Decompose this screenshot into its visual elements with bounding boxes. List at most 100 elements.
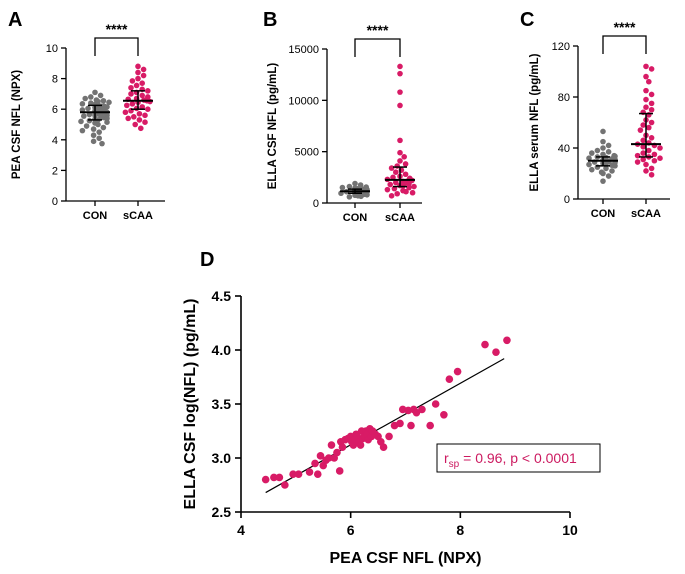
data-point [481,340,489,349]
data-point-scaa [643,87,649,94]
data-point [316,452,325,460]
data-point [261,475,270,484]
data-point-scaa [634,159,641,165]
data-point-scaa [124,102,130,109]
data-point [349,441,358,449]
data-point-scaa [397,70,403,77]
data-point-scaa [643,168,649,174]
data-point-scaa [646,78,652,85]
data-point-scaa [133,82,140,89]
data-point-scaa [648,135,655,141]
regression-line [265,358,505,494]
data-point-scaa [140,72,147,79]
data-point [431,400,440,408]
data-point-scaa [135,69,141,76]
data-point [412,408,421,417]
data-point-scaa [135,75,141,82]
data-point-con [600,178,606,184]
data-point-con [339,184,346,191]
data-point-scaa [651,157,658,164]
data-point [453,367,462,376]
data-point-con [81,113,87,119]
data-point-scaa [390,174,396,181]
data-point [294,470,303,479]
data-point-scaa [643,63,649,70]
data-point-scaa [646,147,652,154]
data-point-scaa [145,106,151,112]
data-point-con [589,150,595,156]
significance-bracket [354,38,401,57]
data-point [426,421,434,430]
data-point-scaa [393,179,399,186]
data-point-con [600,128,606,135]
data-point [311,459,319,468]
data-point-scaa [640,137,646,144]
data-point-scaa [397,89,403,95]
panel-label-b: B [263,9,277,31]
y-tick-label: 5000 [295,147,319,159]
data-point [356,441,365,449]
data-point-scaa [402,171,409,178]
data-point-scaa [128,91,134,97]
data-point [324,454,333,462]
data-point-scaa [131,114,137,120]
data-point-con [88,94,94,100]
y-axis-title: ELLA CSF NFL (pg/mL) [267,63,279,190]
data-point-con [86,117,93,124]
data-point [335,467,344,475]
data-point-scaa [648,106,655,113]
data-point-con [92,89,98,96]
data-point-scaa [640,156,646,163]
data-point [440,411,448,419]
panel-label-d: D [200,249,214,271]
panel-label-a: A [8,9,22,31]
data-point-con [100,124,107,131]
data-point-scaa [640,143,646,150]
data-point-scaa [387,181,394,188]
data-point-scaa [401,154,408,160]
data-point-scaa [411,183,417,190]
x-tick-label: sCAA [631,208,661,220]
y-tick-label: 10000 [288,95,319,107]
data-point [289,470,297,479]
data-point-scaa [388,165,395,171]
data-point [396,419,404,428]
data-point-con [594,147,601,154]
data-point-con [609,168,615,174]
data-point-scaa [125,115,131,122]
data-point-scaa [657,155,663,161]
data-point-scaa [397,137,403,144]
y-tick-label: 3.5 [212,396,232,412]
y-tick-label: 4.5 [212,288,232,304]
data-point-scaa [142,119,148,126]
data-point-con [586,161,592,168]
data-point-con [96,135,102,142]
y-axis-title: ELLA serum NFL (pg/mL) [529,53,541,191]
data-point-scaa [648,91,655,98]
data-point-scaa [648,171,655,178]
data-point-scaa [640,122,646,128]
data-point-con [605,149,612,155]
y-tick-label: 2 [52,165,58,177]
data-point-con [100,97,107,104]
data-point-scaa [384,186,391,193]
data-point-con [358,193,364,200]
data-point-con [83,123,90,129]
data-point [445,375,454,383]
y-tick-label: 0 [313,198,319,210]
significance-stars: **** [367,22,389,38]
data-point-con [104,115,110,122]
data-point-scaa [637,127,644,133]
data-point-con [96,129,102,135]
data-point [275,473,284,482]
data-point-con [95,121,101,128]
data-point-scaa [397,158,403,164]
data-point-scaa [139,104,145,110]
data-point-scaa [406,180,412,187]
significance-stars: **** [614,19,636,35]
x-axis-title: PEA CSF NFL (NPX) [329,550,481,567]
data-point-scaa [142,112,148,119]
x-tick-label: 8 [456,522,464,538]
data-point-scaa [136,110,143,117]
